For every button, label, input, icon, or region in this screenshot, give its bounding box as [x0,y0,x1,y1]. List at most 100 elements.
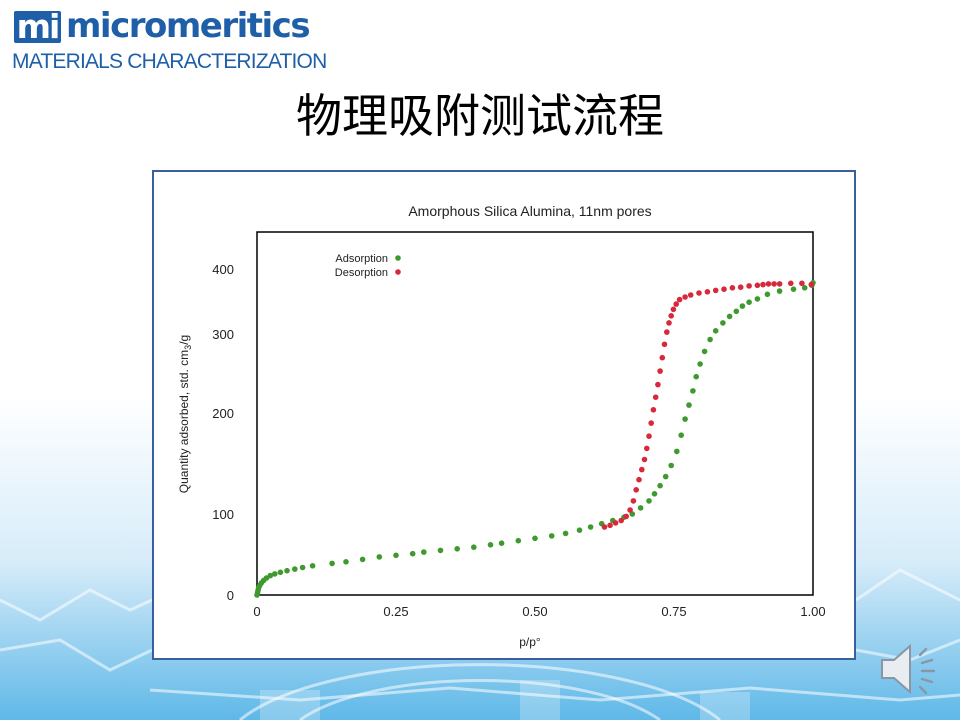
chart-title: Amorphous Silica Alumina, 11nm pores [408,203,651,219]
adsorption-point [733,308,740,315]
desorption-point [668,313,674,319]
desorption-point [754,282,761,289]
adsorption-point [343,559,349,565]
desorption-point [623,513,629,520]
adsorption-point [668,462,674,469]
desorption-point [799,280,805,287]
desorption-point [630,498,637,504]
adsorption-point [776,288,783,294]
adsorption-point [739,303,746,309]
adsorption-point [646,498,652,504]
desorption-point [657,368,663,374]
adsorption-point [498,540,505,546]
desorption-point [760,281,766,288]
adsorption-point [790,286,797,292]
desorption-point [612,520,619,526]
desorption-point [661,341,668,348]
speaker-icon[interactable] [876,638,948,700]
desorption-point [746,283,752,289]
adsorption-point [746,299,752,305]
desorption-point [666,320,672,326]
desorption-point [650,407,657,413]
adsorption-point [707,336,713,343]
adsorption-point [272,571,278,577]
adsorption-point [393,552,399,559]
logo-mark: mi [14,7,61,46]
adsorption-point [690,388,696,394]
plot-area [256,231,814,596]
desorption-point [648,420,654,426]
desorption-point [659,354,666,361]
legend-label-adsorption: Adsorption [335,253,388,265]
x-tick-label: 1.00 [800,604,825,619]
y-tick-label: 0 [227,588,234,603]
desorption-point [673,301,679,307]
adsorption-point [662,473,669,480]
adsorption-point [515,537,522,544]
adsorption-point [409,550,416,557]
adsorption-point [309,563,316,569]
adsorption-point [292,566,298,572]
adsorption-point [726,313,733,320]
adsorption-point [720,320,726,326]
desorption-point [652,394,659,400]
slide-title: 物理吸附测试流程 [296,89,664,143]
x-tick-label: 0.50 [522,604,547,619]
adsorption-point [267,572,274,579]
adsorption-point [532,535,538,542]
adsorption-point [701,348,708,355]
legend-marker-adsorption [395,255,401,261]
logo-mark-text: mi [16,7,61,46]
legend-marker-desorption [395,269,401,275]
adsorption-point [487,542,494,548]
desorption-point [636,476,642,483]
desorption-point [808,281,815,288]
adsorption-point [697,361,703,367]
desorption-point [788,280,794,287]
y-tick-label: 400 [212,262,234,277]
desorption-point [607,522,613,529]
adsorption-point [329,560,335,567]
desorption-point [765,281,772,287]
desorption-point [641,456,648,463]
desorption-point [670,306,677,313]
desorption-point [737,284,744,290]
legend-label-desorption: Desorption [335,267,388,279]
desorption-point [776,281,783,287]
adsorption-point [299,564,306,571]
desorption-point [676,296,683,303]
desorption-point [644,445,650,452]
chart-frame: Amorphous Silica Alumina, 11nm pores 0 0.… [152,170,856,660]
adsorption-point [686,402,692,408]
desorption-point [696,290,702,296]
desorption-point [712,287,719,294]
adsorption-point [712,328,719,334]
adsorption-point [801,285,808,291]
desorption-point [771,281,777,287]
adsorption-point [651,491,658,497]
desorption-point [618,517,624,524]
adsorption-point [284,567,290,574]
y-axis-label: Quantity adsorbed, std. cm3/g [177,335,193,493]
desorption-point [601,524,608,530]
y-tick-label: 200 [212,406,234,421]
adsorption-point [587,524,594,530]
x-tick-label: 0.25 [383,604,408,619]
desorption-point [729,285,736,291]
logo-wordmark: micromeritics [66,6,311,46]
desorption-point [646,433,652,440]
desorption-point [687,292,694,298]
desorption-point [639,466,645,473]
adsorption-point [359,556,366,563]
x-tick-label: 0.75 [661,604,686,619]
adsorption-point [682,416,688,422]
adsorption-point [693,373,699,380]
logo-tagline: MATERIALS CHARACTERIZATION [12,50,327,73]
desorption-point [627,507,633,513]
y-tick-label: 300 [212,327,234,342]
x-axis-label: p/p° [519,635,541,649]
desorption-point [655,381,661,388]
isotherm-chart: Amorphous Silica Alumina, 11nm pores 0 0.… [152,170,856,660]
adsorption-point [454,546,461,552]
y-tick-label: 100 [212,507,234,522]
